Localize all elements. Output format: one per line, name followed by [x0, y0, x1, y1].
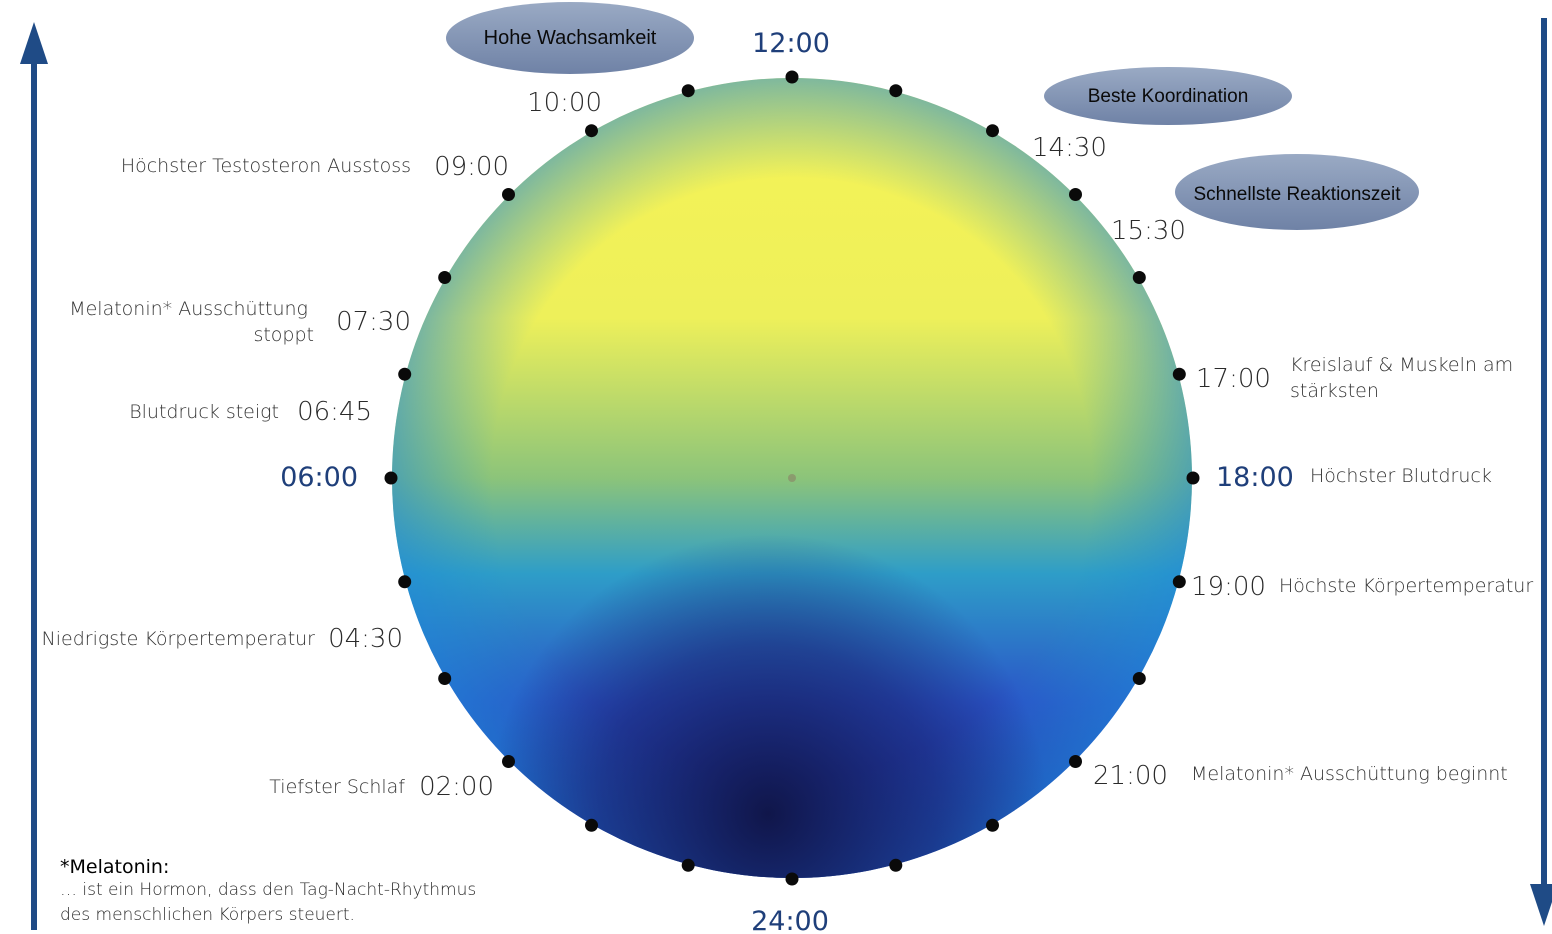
time-0200: 02:00 [419, 772, 494, 802]
hour-dot [384, 471, 398, 485]
time-1530: 15:30 [1111, 216, 1186, 246]
hour-dot [681, 84, 695, 98]
label-testosteron: Höchster Testosteron Ausstoss [121, 155, 411, 177]
hour-dot [1186, 471, 1200, 485]
bubble-wachsamkeit-text: Hohe Wachsamkeit [484, 27, 657, 49]
time-06: 06:00 [280, 462, 358, 493]
bubble-reaktion: Schnellste Reaktionszeit [1175, 154, 1419, 230]
time-1430: 14:30 [1032, 133, 1107, 163]
day-arrow-up [20, 22, 48, 930]
time-0900: 09:00 [434, 152, 509, 182]
hour-dot [398, 367, 412, 381]
hour-dot [438, 672, 452, 685]
hour-dot [889, 84, 903, 98]
time-24: 24:00 [751, 906, 829, 934]
center-dot [788, 474, 796, 482]
label-kreislauf: Kreislauf & Muskeln am stärksten [1290, 354, 1519, 402]
hour-dot [585, 818, 598, 832]
hour-dot [986, 818, 999, 832]
label-hoechste-temp: Höchste Körpertemperatur [1279, 575, 1533, 597]
hour-dot [986, 124, 999, 138]
hour-dot [889, 858, 903, 872]
hour-dot [502, 188, 515, 201]
bubble-reaktion-text: Schnellste Reaktionszeit [1194, 184, 1402, 205]
time-1000: 10:00 [527, 88, 602, 118]
note-title: *Melatonin: [60, 856, 170, 878]
bubble-koordination-text: Beste Koordination [1088, 86, 1249, 107]
note-body-line1: … ist ein Hormon, dass den Tag-Nacht-Rhy… [60, 880, 477, 900]
hour-dot [398, 575, 412, 589]
hour-dot [785, 872, 799, 886]
time-0730: 07:30 [336, 307, 411, 337]
hour-dot [1069, 755, 1082, 768]
clock-face [392, 78, 1192, 878]
label-hoechster-blutdruck: Höchster Blutdruck [1310, 465, 1492, 487]
note-body-line2: des menschlichen Körpers steuert. [60, 905, 355, 925]
night-arrow-down [1530, 18, 1552, 926]
label-blutdruck-steigt: Blutdruck steigt [129, 401, 279, 423]
hour-dots [384, 70, 1200, 886]
hour-dot [1132, 271, 1146, 284]
hour-dot [681, 858, 695, 872]
bubble-koordination: Beste Koordination [1044, 67, 1292, 125]
hour-dot [1132, 672, 1146, 685]
label-melatonin-stop: Melatonin* Ausschüttung stoppt [69, 298, 314, 346]
time-1900: 19:00 [1191, 572, 1266, 602]
time-2100: 21:00 [1093, 761, 1168, 791]
time-0430: 04:30 [328, 624, 403, 654]
label-niedrigste-temp: Niedrigste Körpertemperatur [42, 628, 316, 650]
hour-dot [1172, 575, 1186, 589]
time-1700: 17:00 [1196, 364, 1271, 394]
label-melatonin-start: Melatonin* Ausschüttung beginnt [1191, 763, 1508, 785]
label-tiefster-schlaf: Tiefster Schlaf [269, 776, 405, 798]
time-18: 18:00 [1216, 462, 1294, 493]
bubble-wachsamkeit: Hohe Wachsamkeit [446, 2, 694, 74]
hour-dot [438, 271, 452, 284]
time-0645: 06:45 [297, 397, 372, 427]
hour-dot [785, 70, 799, 84]
hour-dot [502, 755, 515, 768]
hour-dot [585, 124, 598, 138]
hour-dot [1069, 188, 1082, 201]
melatonin-note: *Melatonin: … ist ein Hormon, dass den T… [60, 856, 476, 928]
time-12: 12:00 [752, 28, 830, 59]
hour-dot [1172, 367, 1186, 381]
